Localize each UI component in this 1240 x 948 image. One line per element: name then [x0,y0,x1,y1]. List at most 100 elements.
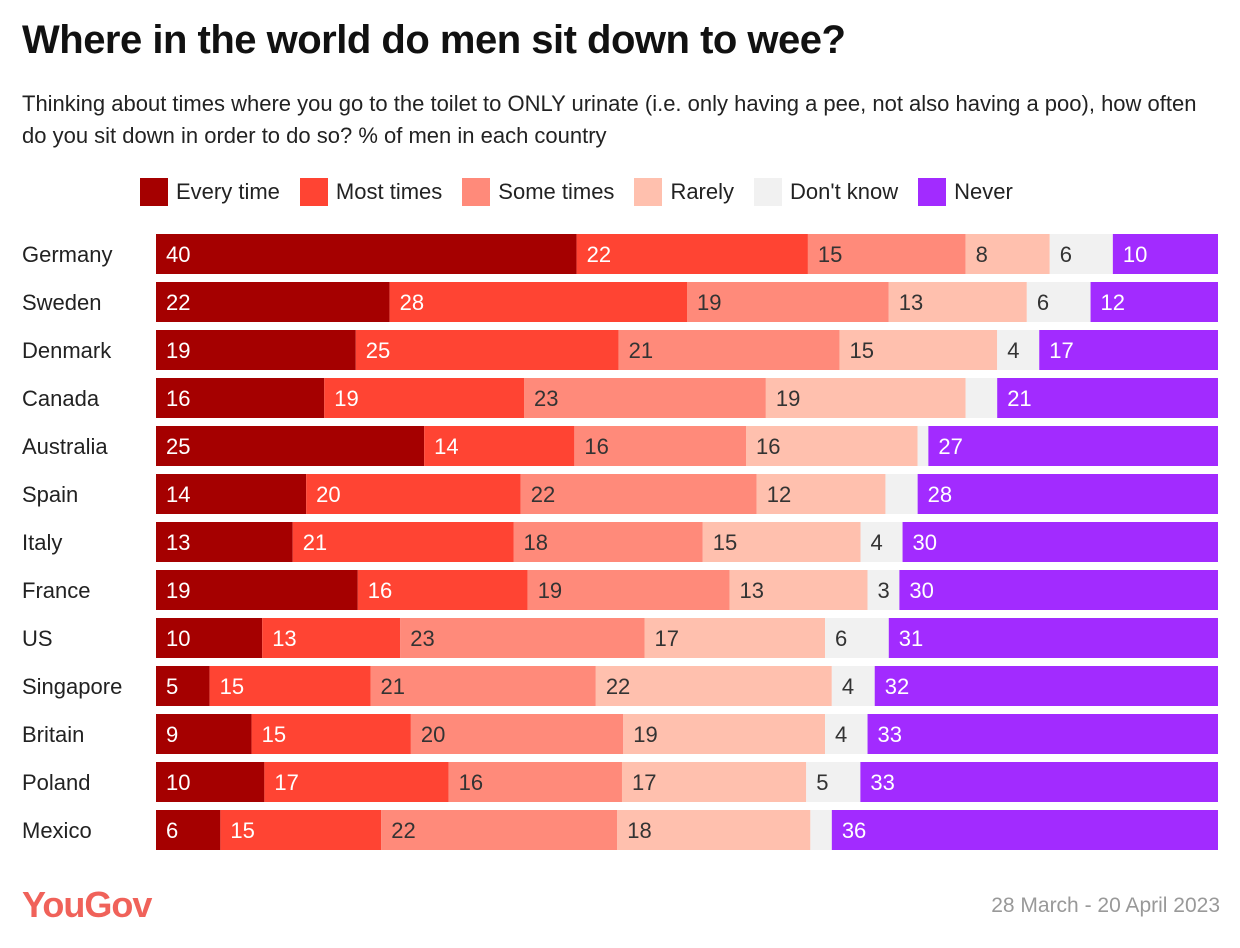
data-label: 17 [632,770,656,795]
bar-segment [156,618,263,658]
category-label: Australia [22,434,108,459]
bar-segment [595,666,832,706]
bar-segment [644,618,826,658]
bar-segment [825,618,889,658]
data-label: 4 [842,674,854,699]
data-label: 10 [166,626,190,651]
data-label: 21 [1007,386,1031,411]
legend-swatch [754,178,783,206]
data-label: 19 [633,722,657,747]
data-label: 6 [1037,290,1049,315]
data-label: 15 [262,722,286,747]
bar-segment [156,810,221,850]
bar-segment [324,378,525,418]
legend-item: Some times [462,178,614,206]
bar-segment [156,378,325,418]
data-label: 19 [166,578,190,603]
legend-label: Some times [498,179,615,204]
bar-segment [156,234,577,274]
data-label: 30 [913,530,937,555]
data-label: 16 [459,770,483,795]
bar-segment [424,426,575,466]
data-label: 40 [166,242,190,267]
data-label: 33 [870,770,894,795]
legend-swatch [634,178,663,206]
bar-segment [156,522,293,562]
category-label: Mexico [22,818,92,843]
bar-segment [251,714,411,754]
bar-segment [381,810,618,850]
bar-segment [765,378,966,418]
bar-segment [264,762,449,802]
bar-segment [917,426,929,466]
legend-label: Rarely [670,179,735,204]
legend-label: Never [954,179,1013,204]
bar-segment [867,570,900,610]
data-label: 16 [584,434,608,459]
bar-segment [902,522,1218,562]
bar-segment [617,810,811,850]
bar-segment [1026,282,1091,322]
bar-segment [618,330,840,370]
data-label: 19 [334,386,358,411]
data-label: 19 [776,386,800,411]
data-label: 5 [816,770,828,795]
bar-segment [1039,330,1218,370]
bar-segment [520,474,757,514]
bar-segment [156,330,356,370]
bar-segment [874,666,1218,706]
bar-segment [410,714,624,754]
legend-swatch [918,178,947,206]
legend-item: Never [918,178,1013,206]
bar-segment [262,618,401,658]
legend-swatch [462,178,491,206]
category-label: Denmark [22,338,112,363]
bar-segment [621,762,807,802]
bar-segment [839,330,998,370]
bar-segment [209,666,371,706]
bar-segment [825,714,868,754]
legend-label: Don't know [790,179,899,204]
data-label: 18 [524,530,548,555]
data-label: 16 [756,434,780,459]
data-label: 15 [230,818,254,843]
data-label: 14 [166,482,190,507]
data-label: 6 [1060,242,1072,267]
data-label: 12 [767,482,791,507]
legend-swatch [299,178,328,206]
bar-segment [807,234,966,274]
data-label: 17 [655,626,679,651]
data-label: 15 [818,242,842,267]
data-label: 17 [1049,338,1073,363]
data-label: 31 [899,626,923,651]
category-label: Britain [22,722,84,747]
bar-segment [220,810,382,850]
data-label: 9 [166,722,178,747]
bar-chart: Germany 40 22 15 8 6 10 Sweden 22 28 19 13 6 12 Denmar… [22,234,1218,850]
bar-segment [831,810,1218,850]
bar-segment [965,234,1050,274]
data-label: 13 [166,530,190,555]
chart-subtitle: Thinking about times where you go to the… [22,91,1197,148]
data-label: 10 [166,770,190,795]
data-label: 25 [166,434,190,459]
bar-segment [355,330,619,370]
data-label: 27 [938,434,962,459]
data-label: 22 [587,242,611,267]
bar-segment [513,522,703,562]
bar-segment [831,666,875,706]
data-label: 14 [434,434,458,459]
data-label: 28 [928,482,952,507]
bar-segment [687,282,889,322]
bar-segment [1049,234,1113,274]
legend-label: Every time [176,179,280,204]
legend-label: Most times [335,179,443,204]
bar-segment [448,762,622,802]
category-label: Poland [22,770,91,795]
bar-segment [888,282,1027,322]
data-label: 17 [274,770,298,795]
legend-item: Most times [299,178,443,206]
data-label: 32 [885,674,909,699]
data-label: 23 [534,386,558,411]
